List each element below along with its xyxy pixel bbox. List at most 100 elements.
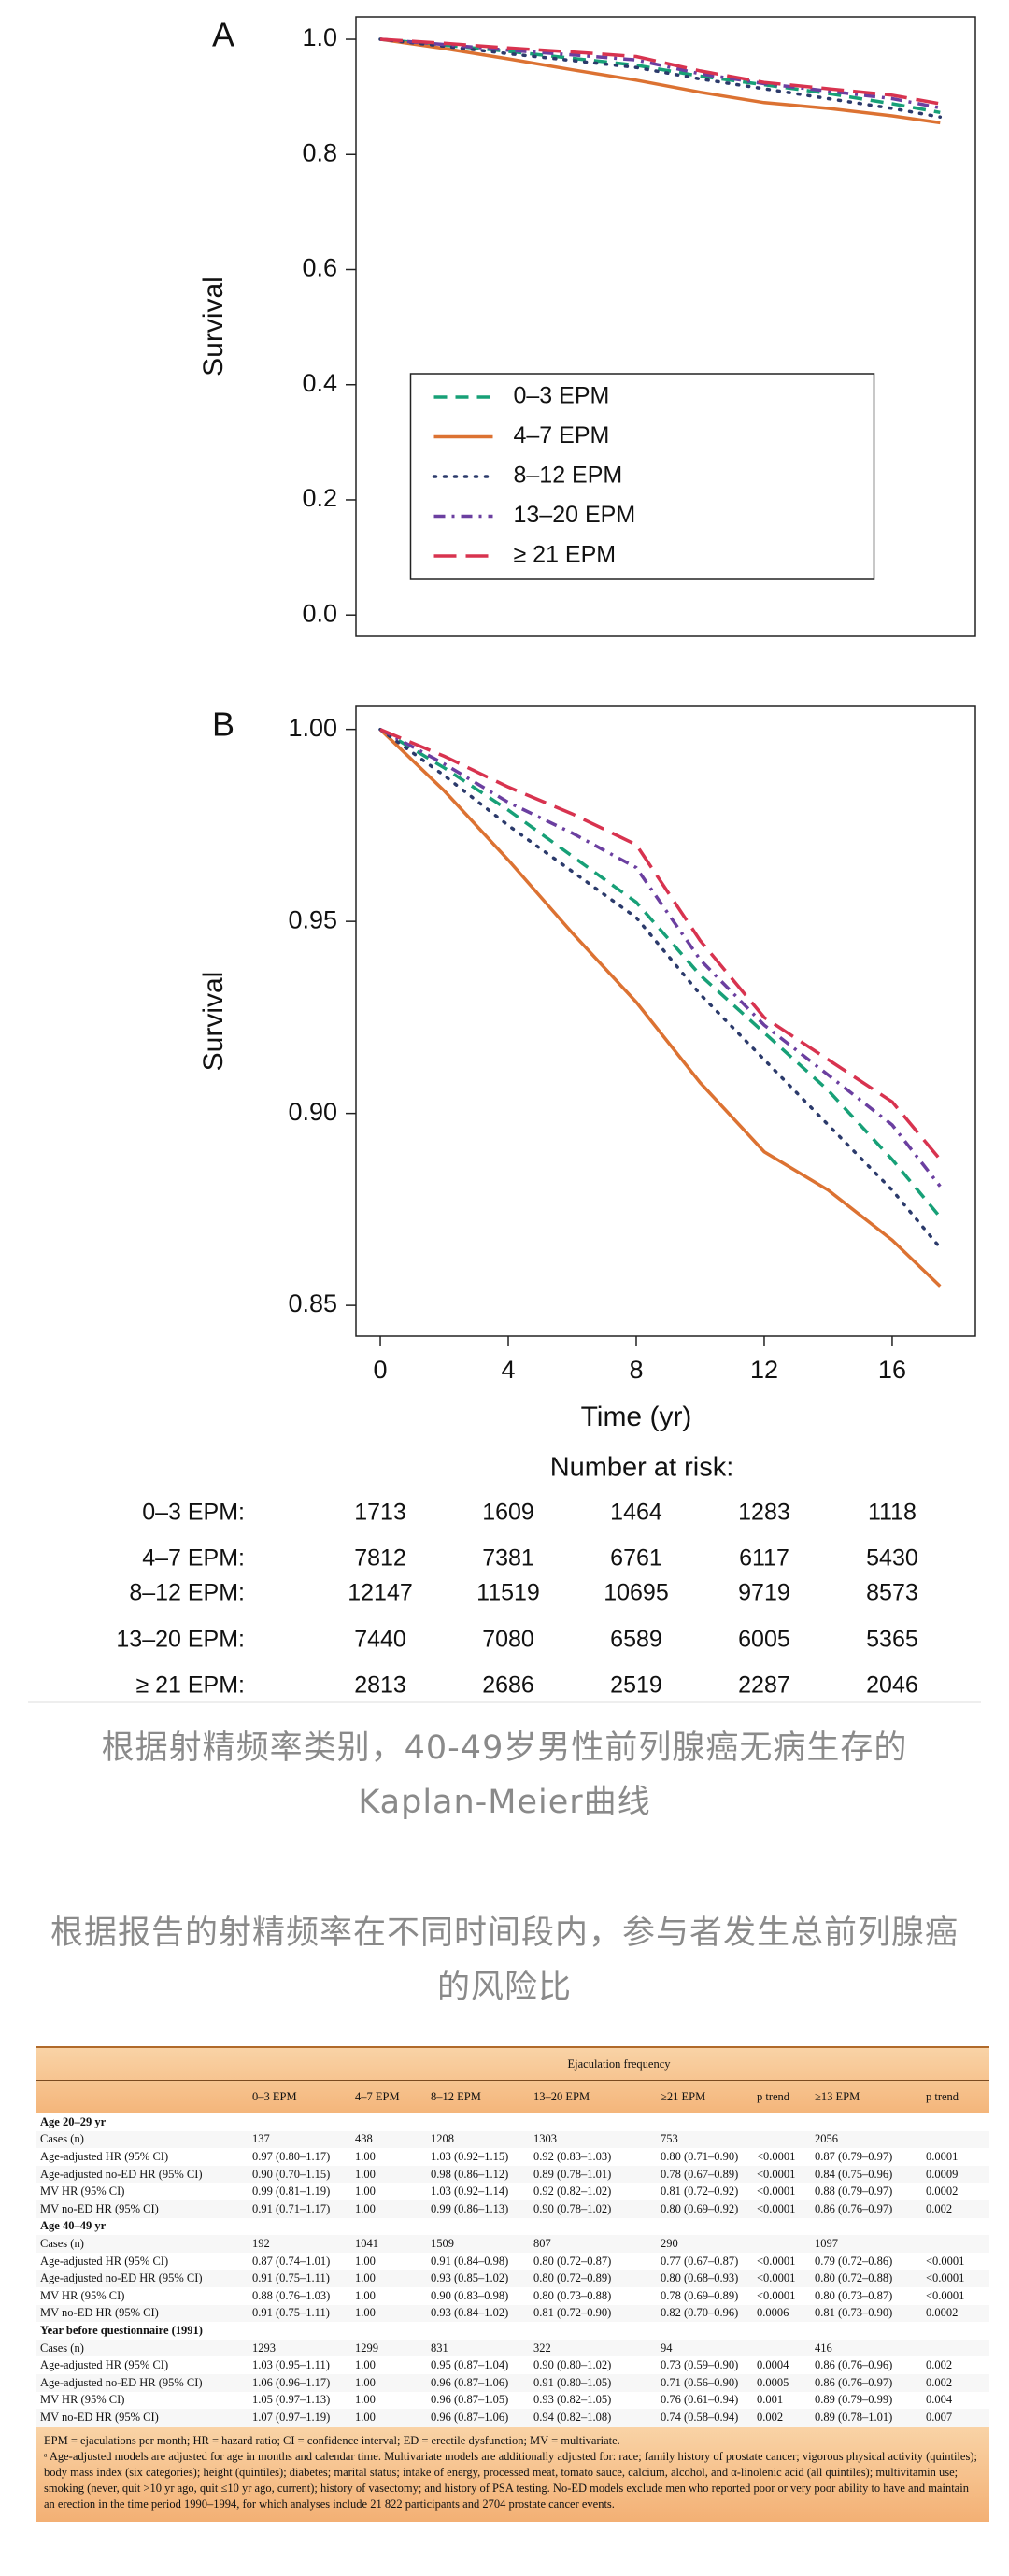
cell: 807 <box>533 2236 551 2250</box>
cell: 1.00 <box>355 2393 376 2407</box>
cell: 1509 <box>431 2236 454 2250</box>
cell: 0.80 (0.72–0.88) <box>815 2271 893 2285</box>
row-label: MV HR (95% CI) <box>40 2393 125 2407</box>
row-label: Age-adjusted no-ED HR (95% CI) <box>40 2271 203 2285</box>
cell: 1041 <box>355 2236 378 2250</box>
risk-row-label: 8–12 EPM: <box>129 1580 245 1606</box>
cell: 0.71 (0.56–0.90) <box>661 2375 739 2389</box>
survival-curve <box>379 37 941 125</box>
cell: 0.78 (0.69–0.89) <box>661 2288 739 2302</box>
risk-count: 10695 <box>604 1580 669 1606</box>
cell: 1303 <box>533 2132 557 2146</box>
cell: 1.00 <box>355 2288 376 2302</box>
survival-curve <box>379 37 941 110</box>
risk-count: 6589 <box>610 1627 662 1653</box>
cell: 1.00 <box>355 2254 376 2268</box>
cell: <0.0001 <box>926 2288 965 2302</box>
cell: 0.87 (0.74–1.01) <box>252 2254 331 2268</box>
cell: 0.004 <box>926 2393 953 2407</box>
row-label: MV no-ED HR (95% CI) <box>40 2306 159 2320</box>
cell: 1.00 <box>355 2410 376 2424</box>
risk-count: 7381 <box>482 1545 534 1572</box>
cell: <0.0001 <box>757 2201 796 2215</box>
cell: 0.91 (0.71–1.17) <box>252 2201 331 2215</box>
data-row: Age-adjusted HR (95% CI) 0.87 (0.74–1.01)… <box>36 2253 989 2270</box>
cell: <0.0001 <box>926 2254 965 2268</box>
cell: 0.90 (0.70–1.15) <box>252 2167 331 2181</box>
x-tick-label: 8 <box>629 1356 643 1384</box>
cell: <0.0001 <box>757 2167 796 2181</box>
row-label: Cases (n) <box>40 2236 84 2250</box>
risk-table-title: Number at risk: <box>550 1453 734 1483</box>
cell: 0.87 (0.79–0.97) <box>815 2149 893 2163</box>
cell: 0.76 (0.61–0.94) <box>661 2393 739 2407</box>
column-header: p trend <box>753 2080 811 2113</box>
cell: 0.0002 <box>926 2185 959 2199</box>
data-row: MV HR (95% CI) 1.05 (0.97–1.13) 1.00 0.96 (… <box>36 2392 989 2410</box>
data-row: MV HR (95% CI) 0.88 (0.76–1.03) 1.00 0.90 (… <box>36 2287 989 2305</box>
cell: 1.00 <box>355 2167 376 2181</box>
column-header: 8–12 EPM <box>427 2080 530 2113</box>
cell: 192 <box>252 2236 270 2250</box>
y-tick-label: 0.0 <box>302 599 337 627</box>
cell: 1.06 (0.96–1.17) <box>252 2375 331 2389</box>
survival-curve <box>379 37 941 106</box>
cell: 0.002 <box>757 2410 784 2424</box>
cell: 0.95 (0.87–1.04) <box>431 2358 509 2372</box>
plot-frame <box>355 16 976 637</box>
empty-cell <box>922 2340 989 2357</box>
y-tick-label: 0.85 <box>288 1289 337 1317</box>
survival-curve <box>378 37 943 119</box>
cell: 0.78 (0.67–0.89) <box>661 2167 739 2181</box>
risk-count: 7440 <box>354 1627 406 1653</box>
cell: 0.88 (0.76–1.03) <box>252 2288 331 2302</box>
column-header: 13–20 EPM <box>530 2080 657 2113</box>
column-header: 4–7 EPM <box>351 2080 427 2113</box>
cell: 0.80 (0.68–0.93) <box>661 2271 739 2285</box>
cell: 0.86 (0.76–0.97) <box>815 2201 893 2215</box>
risk-count: 11519 <box>476 1580 540 1606</box>
row-label: Age-adjusted HR (95% CI) <box>40 2254 169 2268</box>
section-row: Age 20–29 yr <box>36 2113 989 2131</box>
cell: 1293 <box>252 2341 276 2355</box>
cell: <0.0001 <box>757 2149 796 2163</box>
panel-label: B <box>212 705 234 744</box>
column-header: p trend <box>922 2080 990 2113</box>
cell: 0.77 (0.67–0.87) <box>661 2254 739 2268</box>
risk-count: 5365 <box>866 1627 918 1653</box>
cell: 1.00 <box>355 2306 376 2320</box>
risk-count: 1713 <box>354 1500 406 1526</box>
x-tick-label: 16 <box>878 1356 906 1384</box>
cell: 1.00 <box>355 2201 376 2215</box>
row-label: MV no-ED HR (95% CI) <box>40 2201 159 2215</box>
data-row: Age-adjusted no-ED HR (95% CI) 1.06 (0.96… <box>36 2373 990 2392</box>
cell: 0.001 <box>757 2393 784 2407</box>
cell: 0.0002 <box>926 2306 959 2320</box>
data-row: Cases (n) 192 1041 1509 807 290 1097 <box>36 2235 990 2253</box>
cell: 0.80 (0.72–0.89) <box>533 2271 612 2285</box>
cell: 0.73 (0.59–0.90) <box>661 2358 739 2372</box>
row-label: Age-adjusted HR (95% CI) <box>40 2358 169 2372</box>
data-row: Age-adjusted HR (95% CI) 0.97 (0.80–1.17)… <box>36 2148 989 2166</box>
risk-count: 9719 <box>738 1580 790 1606</box>
risk-row-label: 13–20 EPM: <box>116 1627 245 1653</box>
section-row: Year before questionnaire (1991) <box>36 2322 989 2340</box>
cell: 0.91 (0.75–1.11) <box>252 2306 330 2320</box>
y-tick-label: 0.4 <box>302 369 337 397</box>
data-row: MV no-ED HR (95% CI) 1.07 (0.97–1.19) 1.00… <box>36 2409 990 2427</box>
cell: 0.96 (0.87–1.05) <box>431 2393 509 2407</box>
cell: 1.03 (0.95–1.11) <box>252 2358 330 2372</box>
cell: 0.86 (0.76–0.96) <box>815 2358 893 2372</box>
survival-curve <box>379 728 942 1188</box>
cell: 0.80 (0.72–0.87) <box>533 2254 612 2268</box>
cell: 1299 <box>355 2341 378 2355</box>
row-label: MV no-ED HR (95% CI) <box>40 2410 159 2424</box>
risk-count: 12147 <box>348 1580 413 1606</box>
survival-curve <box>378 727 943 1250</box>
cell: 0.88 (0.79–0.97) <box>815 2185 893 2199</box>
cell: 0.96 (0.87–1.06) <box>431 2410 509 2424</box>
risk-count: 2686 <box>482 1672 534 1699</box>
figure-caption: 根据射精频率类别，40-49岁男性前列腺癌无病生存的Kaplan-Meier曲线 <box>101 1729 908 1821</box>
cell: 0.90 (0.78–1.02) <box>533 2201 612 2215</box>
row-label: Cases (n) <box>40 2341 84 2355</box>
